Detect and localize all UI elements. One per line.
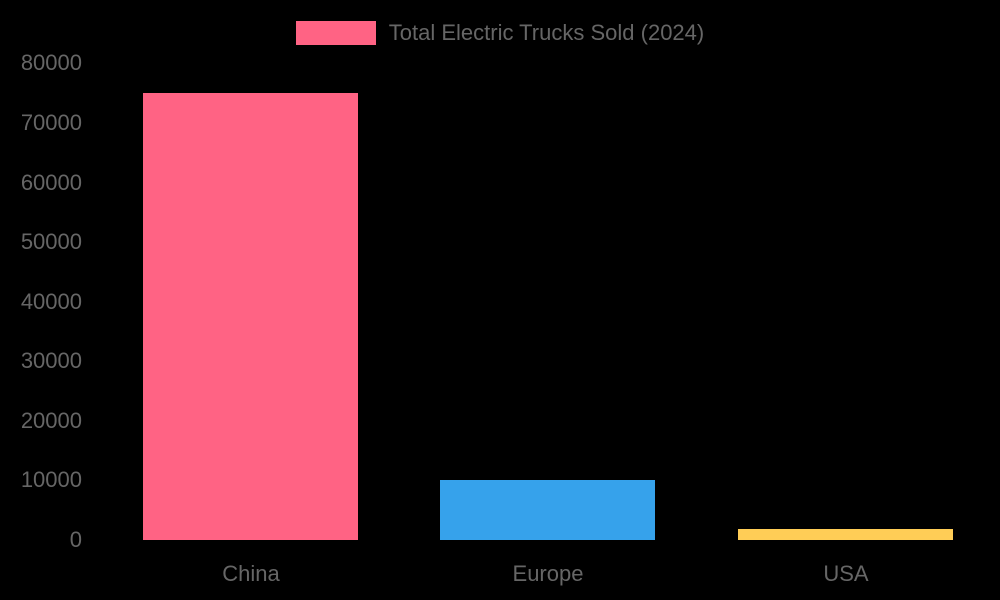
y-tick-10000: 10000 (20, 467, 82, 492)
chart-legend: Total Electric Trucks Sold (2024) (0, 20, 1000, 46)
x-label-china: China (222, 561, 280, 586)
bar-china[interactable] (143, 93, 358, 540)
y-tick-50000: 50000 (20, 229, 82, 254)
y-tick-40000: 40000 (20, 289, 82, 314)
y-tick-60000: 60000 (20, 170, 82, 195)
y-tick-80000: 80000 (20, 50, 82, 75)
bar-usa[interactable] (738, 529, 953, 540)
y-tick-0: 0 (69, 527, 82, 552)
bar-europe[interactable] (440, 480, 655, 540)
y-tick-30000: 30000 (20, 348, 82, 373)
y-tick-20000: 20000 (20, 408, 82, 433)
legend-label[interactable]: Total Electric Trucks Sold (2024) (388, 20, 705, 45)
x-label-usa: USA (823, 561, 869, 586)
y-tick-70000: 70000 (20, 110, 82, 135)
x-label-europe: Europe (512, 561, 584, 586)
legend-swatch[interactable] (295, 21, 376, 45)
